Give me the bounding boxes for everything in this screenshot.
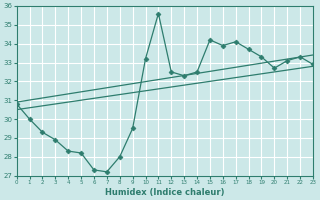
X-axis label: Humidex (Indice chaleur): Humidex (Indice chaleur) (105, 188, 225, 197)
